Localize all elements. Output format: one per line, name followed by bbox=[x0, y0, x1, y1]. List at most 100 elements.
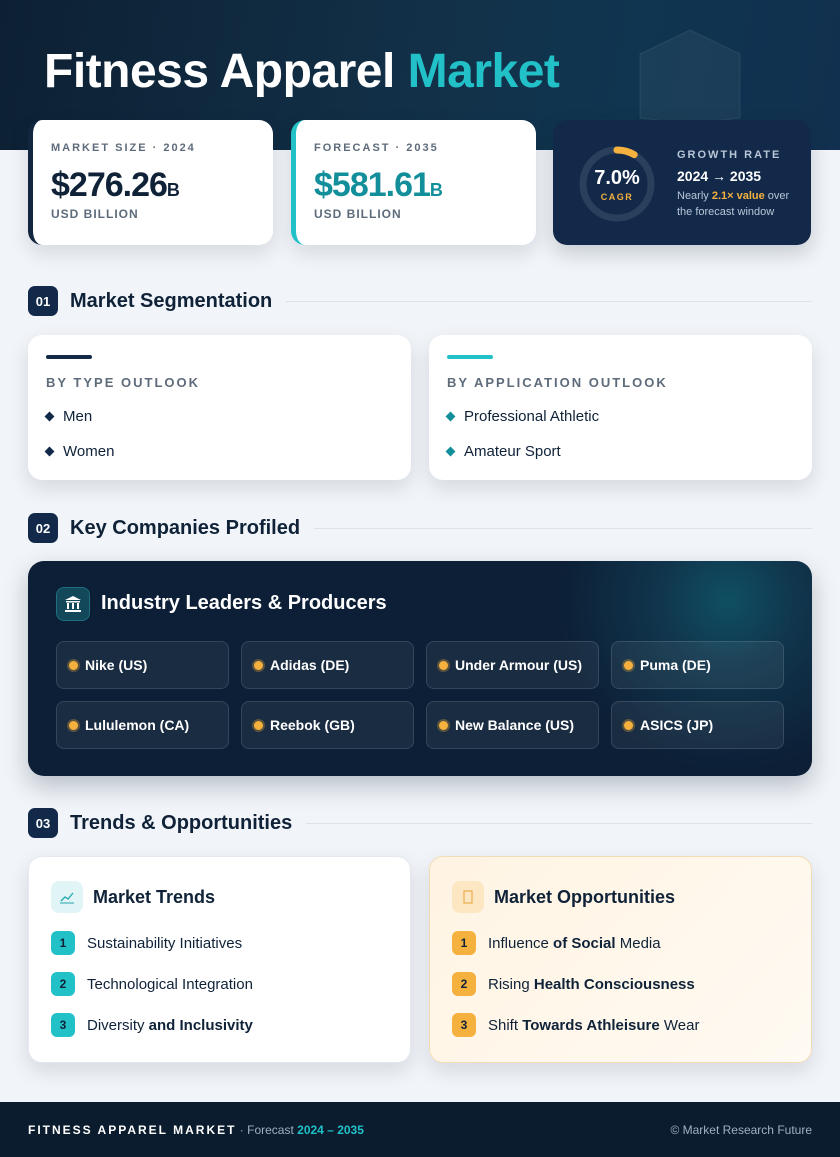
chip-dot bbox=[439, 720, 448, 730]
page-title: Fitness Apparel Market bbox=[44, 44, 560, 99]
item-text: Shift Towards Athleisure Wear bbox=[488, 1017, 699, 1034]
company-chip: Adidas (DE) bbox=[241, 641, 414, 689]
forecast-card: FORECAST · 2035 $581.61B USD BILLION bbox=[291, 120, 536, 245]
item-badge: 3 bbox=[51, 1013, 75, 1037]
section-number: 01 bbox=[28, 286, 58, 316]
item-part: Sustainability Initiatives bbox=[87, 934, 243, 952]
title-accent: Market bbox=[407, 45, 560, 98]
bullet bbox=[445, 411, 456, 422]
note-text: Nearly bbox=[677, 190, 712, 202]
stat-number: $276.26 bbox=[51, 166, 168, 204]
company-chip: ASICS (JP) bbox=[611, 701, 784, 749]
stat-value: $581.61B bbox=[314, 166, 536, 205]
companies-panel: Industry Leaders & Producers Nike (US) Ad… bbox=[28, 561, 812, 776]
section-title: Key Companies Profiled bbox=[70, 516, 301, 539]
stat-unit: B bbox=[166, 180, 180, 200]
chip-dot bbox=[69, 720, 78, 730]
item-badge: 1 bbox=[51, 931, 75, 955]
section-title: Market Segmentation bbox=[70, 289, 273, 312]
item-text: Influence of Social Media bbox=[488, 935, 661, 952]
segment-item: Professional Athletic bbox=[445, 408, 794, 425]
company-name: Reebok (GB) bbox=[270, 717, 355, 733]
item-bold: of Social bbox=[553, 934, 616, 952]
accent-bar bbox=[46, 355, 92, 359]
segment-item: Amateur Sport bbox=[445, 443, 794, 460]
trend-item: 1 Sustainability Initiatives bbox=[51, 931, 388, 955]
company-name: Lululemon (CA) bbox=[85, 717, 190, 733]
card-header: Market Trends bbox=[51, 881, 388, 913]
chip-dot bbox=[439, 660, 448, 670]
section-header: 02 Key Companies Profiled bbox=[28, 512, 812, 544]
company-name: Adidas (DE) bbox=[270, 657, 350, 673]
item-part: Rising bbox=[488, 975, 534, 993]
note-bold: 2.1× value bbox=[711, 190, 765, 202]
segment-card: BY APPLICATION OUTLOOK Professional Athle… bbox=[429, 335, 812, 480]
company-name: New Balance (US) bbox=[455, 717, 575, 733]
trend-item: 2 Rising Health Consciousness bbox=[452, 972, 789, 996]
card-title: Market Trends bbox=[93, 886, 216, 907]
company-name: Under Armour (US) bbox=[455, 657, 583, 673]
item-badge: 3 bbox=[452, 1013, 476, 1037]
chip-dot bbox=[624, 660, 633, 670]
stat-sub: USD BILLION bbox=[51, 207, 139, 221]
company-chip: Reebok (GB) bbox=[241, 701, 414, 749]
chip-dot bbox=[254, 660, 263, 670]
stat-sub: USD BILLION bbox=[314, 207, 402, 221]
note-text: over the forecast window bbox=[677, 190, 790, 218]
company-chip: Under Armour (US) bbox=[426, 641, 599, 689]
item-text: Professional Athletic bbox=[464, 408, 600, 425]
card-title: Market Opportunities bbox=[494, 886, 676, 907]
item-text: Sustainability Initiatives bbox=[87, 935, 242, 952]
company-name: ASICS (JP) bbox=[640, 717, 714, 733]
cagr-label: CAGR bbox=[600, 192, 634, 202]
trend-item: 1 Influence of Social Media bbox=[452, 931, 789, 955]
item-part: Technological Integration bbox=[87, 975, 253, 993]
trend-item: 3 Diversity and Inclusivity bbox=[51, 1013, 388, 1037]
company-name: Puma (DE) bbox=[640, 657, 711, 673]
growth-note: Nearly 2.1× value over the forecast wind… bbox=[677, 188, 802, 220]
item-text: Technological Integration bbox=[87, 976, 253, 993]
cagr-value: 7.0% bbox=[594, 167, 640, 189]
market-size-card: MARKET SIZE · 2024 $276.26B USD BILLION bbox=[28, 120, 273, 245]
growth-label: GROWTH RATE bbox=[677, 149, 782, 161]
footer-label: · Forecast bbox=[236, 1122, 298, 1137]
trend-card: Market Opportunities 1 Influence of Social… bbox=[429, 856, 812, 1063]
item-badge: 2 bbox=[51, 972, 75, 996]
section-header: 03 Trends & Opportunities bbox=[28, 807, 812, 839]
section-number: 02 bbox=[28, 513, 58, 543]
footer-left: FITNESS APPAREL MARKET · Forecast 2024 –… bbox=[28, 1123, 364, 1137]
item-text: Men bbox=[63, 408, 93, 425]
footer-copyright: © Market Research Future bbox=[670, 1122, 812, 1137]
footer-period: 2024 – 2035 bbox=[297, 1122, 364, 1137]
bullet bbox=[44, 446, 55, 457]
stat-value: $276.26B bbox=[51, 166, 273, 205]
item-badge: 1 bbox=[452, 931, 476, 955]
item-bold: Health Consciousness bbox=[533, 975, 695, 993]
segment-item: Men bbox=[44, 408, 393, 425]
item-badge: 2 bbox=[452, 972, 476, 996]
footer-brand: FITNESS APPAREL MARKET bbox=[28, 1122, 237, 1137]
trend-item: 2 Technological Integration bbox=[51, 972, 388, 996]
accent-bar bbox=[447, 355, 493, 359]
item-part: Influence bbox=[488, 934, 554, 952]
segment-title: BY TYPE OUTLOOK bbox=[46, 375, 200, 390]
chip-dot bbox=[624, 720, 633, 730]
company-chip: Puma (DE) bbox=[611, 641, 784, 689]
card-header: Market Opportunities bbox=[452, 881, 789, 913]
item-part: Shift bbox=[488, 1016, 523, 1034]
stat-label: FORECAST · 2035 bbox=[314, 142, 439, 154]
item-bold: and Inclusivity bbox=[148, 1016, 253, 1034]
growth-period: 2024 → 2035 bbox=[677, 168, 762, 184]
chip-dot bbox=[254, 720, 263, 730]
bullet bbox=[445, 446, 456, 457]
hexagon-decoration bbox=[639, 29, 741, 124]
item-text: Women bbox=[63, 443, 115, 460]
trend-item: 3 Shift Towards Athleisure Wear bbox=[452, 1013, 789, 1037]
cagr-ring bbox=[579, 146, 655, 222]
item-part: Media bbox=[615, 934, 661, 952]
bullet bbox=[44, 411, 55, 422]
chip-dot bbox=[69, 660, 78, 670]
stat-number: $581.61 bbox=[314, 166, 431, 204]
card-icon bbox=[51, 881, 83, 913]
